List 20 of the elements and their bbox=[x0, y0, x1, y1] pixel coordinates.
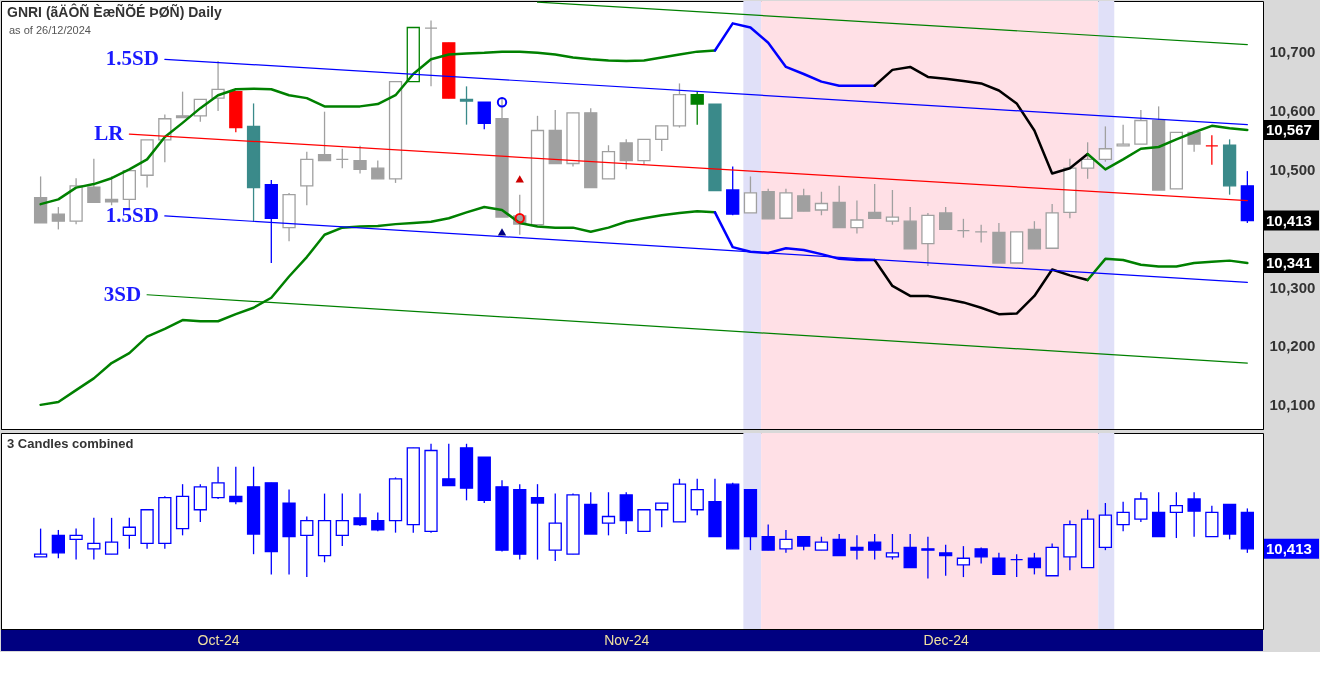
data-label: 10,567 bbox=[1266, 120, 1312, 138]
chart-title: GNRI (ãÄÔÑ ÈæÑÕÉ ÞØÑ) Daily bbox=[7, 3, 222, 20]
series-label: LR bbox=[94, 121, 125, 146]
y-tick-label: 10,300 bbox=[1269, 278, 1316, 296]
text: 10,413 bbox=[1266, 211, 1312, 229]
series-label: 1.5SD bbox=[105, 46, 159, 71]
y-tick-label: 10,500 bbox=[1269, 160, 1316, 178]
x-tick-label: Oct-24 bbox=[197, 631, 240, 648]
data-label: 10,341 bbox=[1266, 253, 1312, 271]
x-tick-label: Nov-24 bbox=[604, 631, 650, 648]
chart-title: 3 Candles combined bbox=[7, 436, 134, 451]
x-tick-label: Dec-24 bbox=[923, 631, 969, 648]
y-tick-label: 10,100 bbox=[1269, 396, 1316, 414]
text: 10,413 bbox=[1266, 539, 1312, 557]
series-label: 3SD bbox=[103, 281, 142, 306]
y-tick-label: 10,600 bbox=[1269, 102, 1316, 119]
series-label: 1.5SD bbox=[105, 202, 159, 227]
y-tick-label: 10,200 bbox=[1269, 337, 1316, 355]
y-tick-label: 10,700 bbox=[1269, 43, 1316, 61]
text: as of 26/12/2024 bbox=[9, 24, 91, 36]
